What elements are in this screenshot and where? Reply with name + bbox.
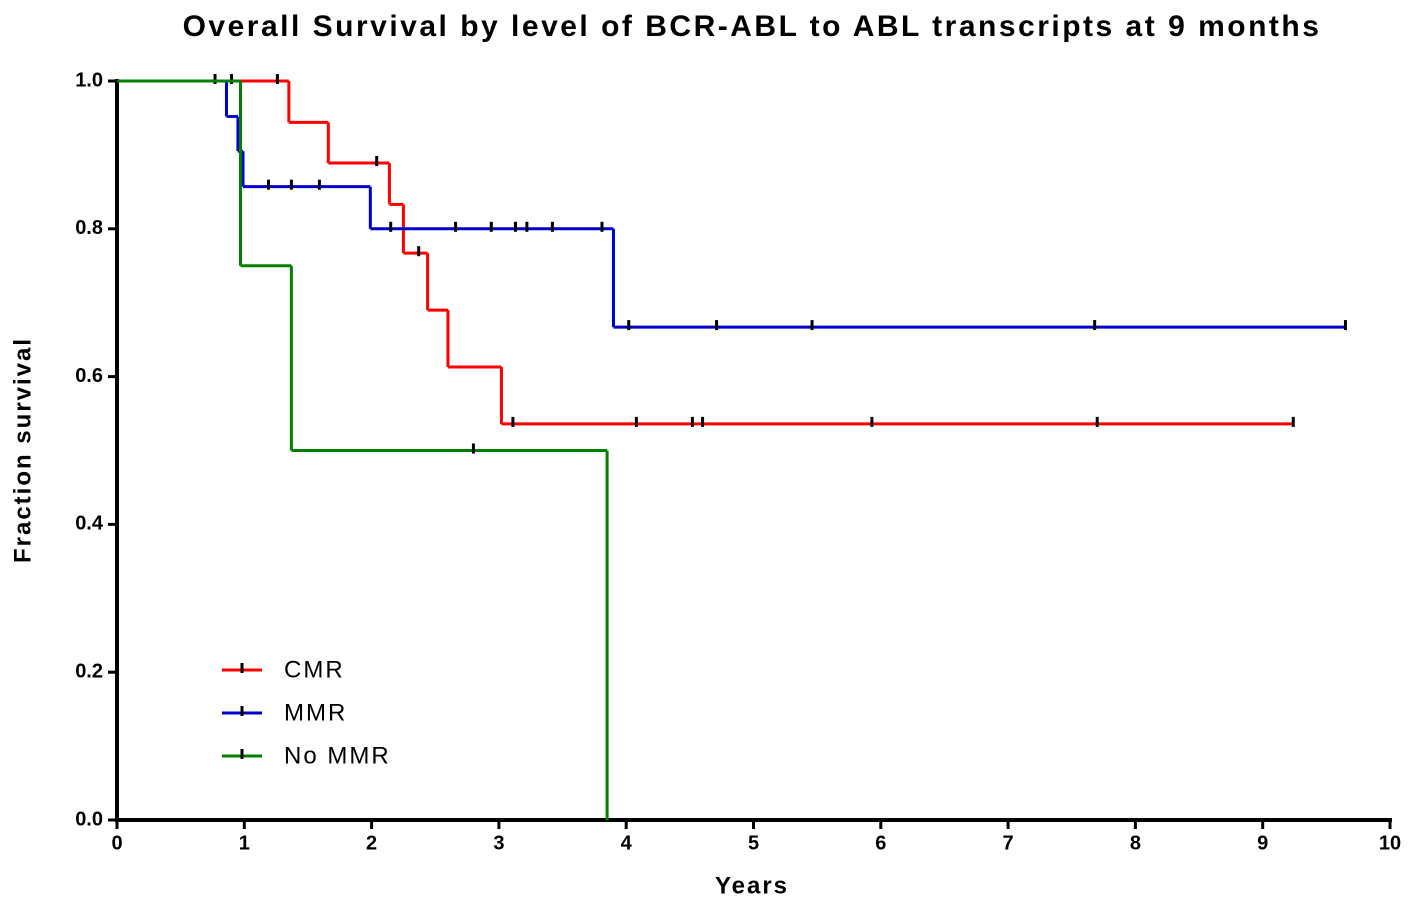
- legend-label: MMR: [284, 699, 347, 726]
- x-tick-label: 10: [1379, 832, 1401, 854]
- x-axis-label: Years: [715, 872, 789, 899]
- legend-label: CMR: [284, 656, 345, 683]
- x-tick-label: 0: [111, 832, 122, 854]
- y-tick-label: 0.0: [75, 808, 103, 830]
- x-tick-label: 2: [366, 832, 377, 854]
- y-tick-label: 0.4: [75, 513, 104, 535]
- x-tick-label: 7: [1003, 832, 1014, 854]
- y-tick-label: 0.8: [75, 217, 103, 239]
- x-tick-label: 3: [493, 832, 504, 854]
- x-tick-label: 4: [621, 832, 633, 854]
- y-tick-label: 1.0: [75, 69, 103, 91]
- legend-label: No MMR: [284, 742, 391, 769]
- y-tick-label: 0.6: [75, 365, 103, 387]
- x-tick-label: 5: [748, 832, 759, 854]
- x-tick-label: 9: [1257, 832, 1268, 854]
- x-tick-label: 8: [1130, 832, 1141, 854]
- chart-title: Overall Survival by level of BCR-ABL to …: [183, 10, 1322, 43]
- x-tick-label: 6: [875, 832, 886, 854]
- x-tick-label: 1: [239, 832, 250, 854]
- y-tick-label: 0.2: [75, 660, 103, 682]
- y-axis-label: Fraction survival: [9, 337, 36, 563]
